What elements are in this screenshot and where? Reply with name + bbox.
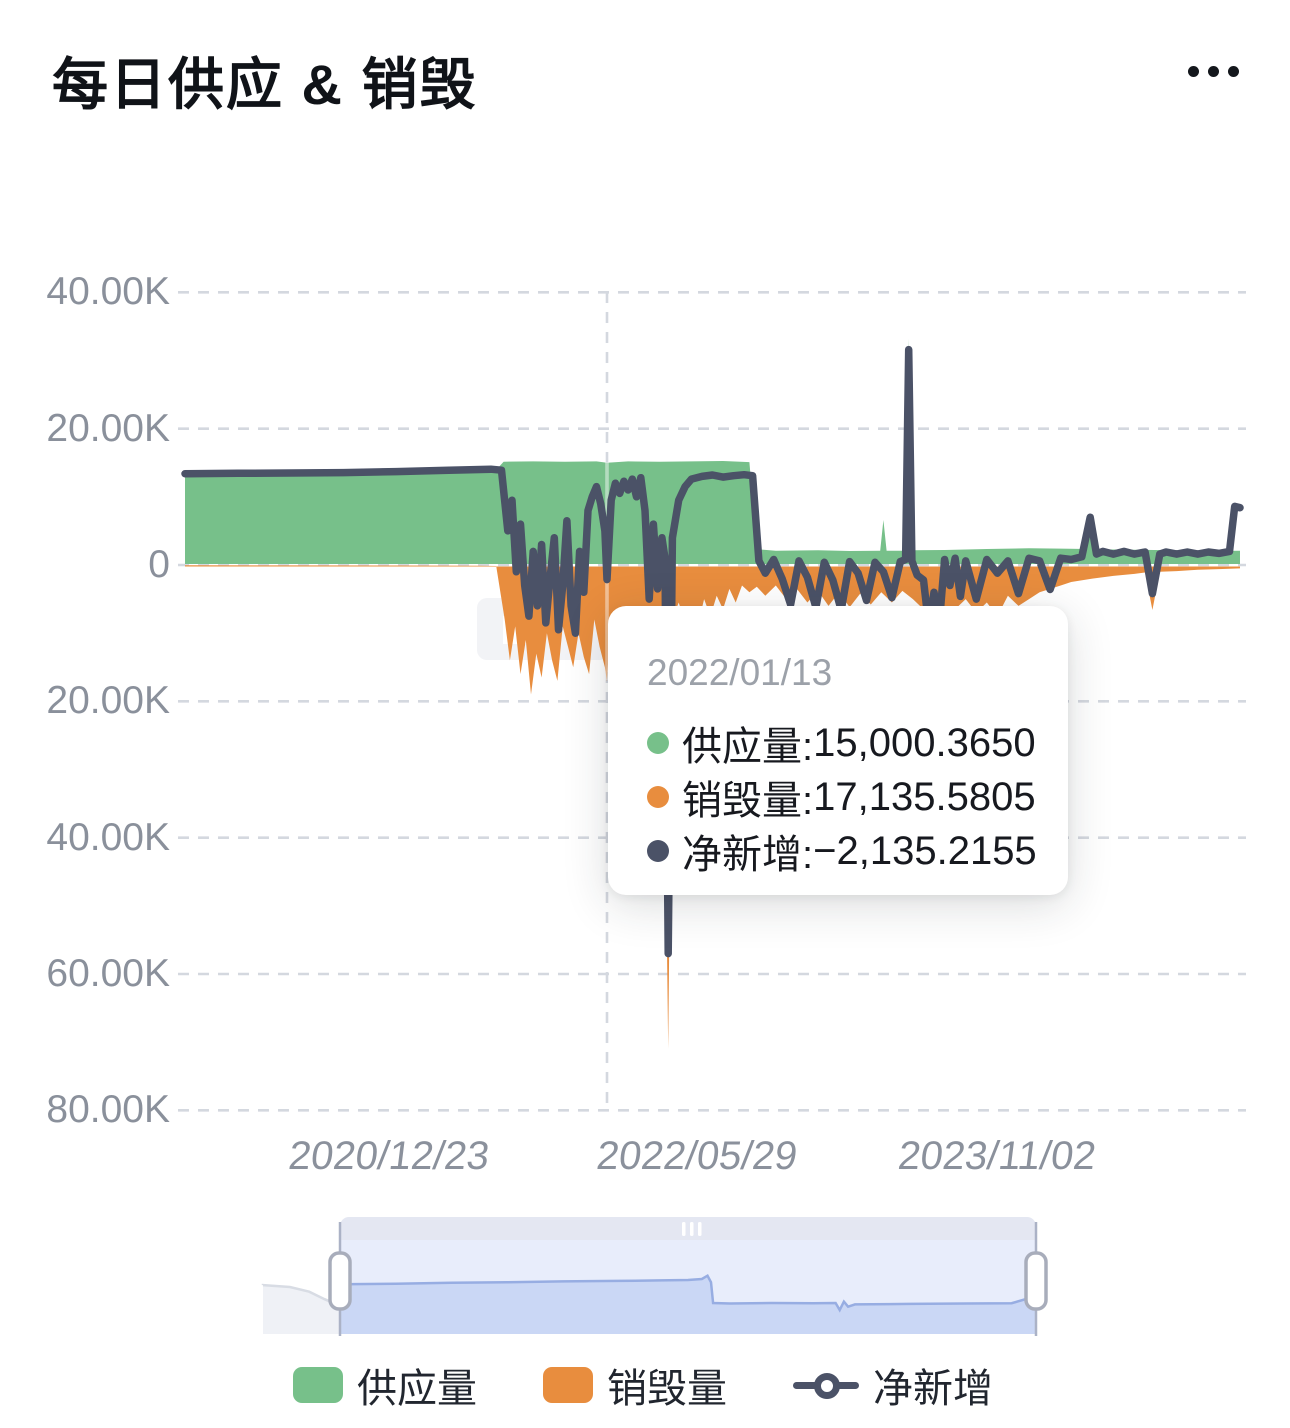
legend-item-net[interactable]: 净新增 (793, 1356, 993, 1414)
tooltip-row-net: 净新增: −2,135.2155 (647, 824, 1037, 878)
burn-dot-icon (647, 786, 669, 808)
legend-supply-label: 供应量 (357, 1367, 477, 1411)
chart-legend: 供应量 销毁量 净新增 (293, 1356, 993, 1414)
y-tick-neg80k: 80.00K (46, 1088, 170, 1131)
net-line-marker-icon (793, 1367, 859, 1403)
dot-icon (1188, 66, 1199, 77)
burn-swatch-icon (543, 1367, 593, 1403)
tooltip-burn-label: 销毁量: (682, 779, 814, 823)
y-tick-20k: 20.00K (46, 407, 170, 450)
y-tick-40k: 40.00K (46, 270, 170, 313)
legend-item-supply[interactable]: 供应量 (293, 1356, 477, 1414)
tooltip-row-burn: 销毁量: 17,135.5805 (647, 770, 1036, 824)
legend-burn-label: 销毁量 (607, 1367, 727, 1411)
x-tick-2022-05-29: 2022/05/29 (594, 1134, 800, 1178)
series-area-供应量 (185, 338, 1240, 564)
tooltip-supply-label: 供应量: (682, 725, 814, 769)
more-menu-button[interactable] (1188, 66, 1239, 77)
tooltip-net-label: 净新增: (682, 833, 814, 877)
chart-series (181, 338, 1244, 1049)
legend-item-burn[interactable]: 销毁量 (543, 1356, 727, 1414)
dot-icon (1228, 66, 1239, 77)
tooltip-row-supply: 供应量: 15,000.3650 (647, 716, 1036, 770)
y-tick-neg60k: 60.00K (46, 952, 170, 995)
chart-tooltip: 2022/01/13 供应量: 15,000.3650 销毁量: 17,135.… (608, 606, 1068, 895)
datazoom-slider[interactable] (261, 1217, 1048, 1336)
tooltip-supply-value: 15,000.3650 (813, 720, 1036, 765)
legend-net-label: 净新增 (873, 1367, 993, 1411)
gridlines (178, 290, 1246, 1112)
series-line-净新增 (181, 345, 1244, 958)
slider-handle (1024, 1251, 1048, 1311)
dot-icon (1208, 66, 1219, 77)
page-title: 每日供应 & 销毁 (52, 53, 478, 116)
y-tick-0: 0 (148, 543, 170, 586)
supply-dot-icon (647, 732, 669, 754)
y-tick-neg20k: 20.00K (46, 679, 170, 722)
tooltip-burn-value: 17,135.5805 (813, 774, 1036, 819)
x-tick-2023-11-02: 2023/11/02 (895, 1134, 1099, 1178)
y-tick-neg40k: 40.00K (46, 816, 170, 859)
net-dot-icon (647, 840, 669, 862)
slider-handle (328, 1251, 352, 1311)
x-tick-2020-12-23: 2020/12/23 (286, 1134, 492, 1178)
tooltip-net-value: −2,135.2155 (813, 828, 1037, 873)
tooltip-date: 2022/01/13 (647, 652, 833, 693)
supply-swatch-icon (293, 1367, 343, 1403)
